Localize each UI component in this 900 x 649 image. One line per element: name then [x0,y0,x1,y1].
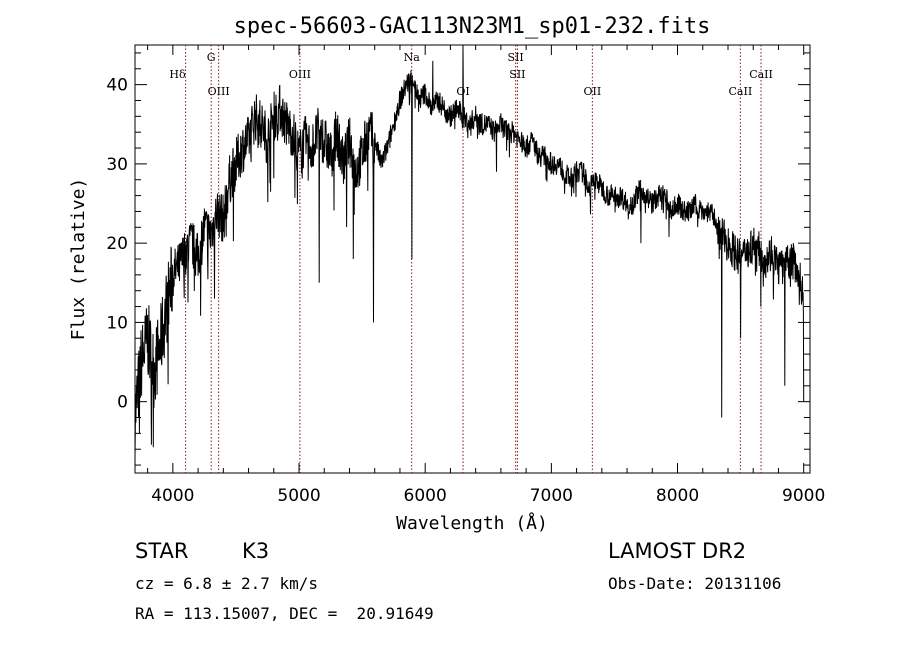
emission-lines [185,45,762,473]
spectral-line-label: CaII [729,85,753,98]
y-tick-label: 20 [106,234,128,254]
y-tick-label: 0 [117,393,128,413]
ra-dec: RA = 113.15007, DEC = 20.91649 [135,604,434,623]
object-subclass: K3 [242,539,270,563]
x-tick-label: 7000 [530,486,573,506]
spectral-line-label: OII [584,85,602,98]
spectral-line-label: CaII [749,68,773,81]
object-class: STAR [135,539,189,563]
y-axis-label: Flux (relative) [68,178,89,341]
y-tick-label: 30 [106,155,128,175]
spectrum-series [134,44,805,458]
axis-ticks [135,45,810,473]
x-tick-label: 4000 [151,486,194,506]
spectral-line-label: Hδ [169,68,186,81]
spectrum-line [134,44,805,458]
observation-date: Obs-Date: 20131106 [608,574,782,593]
survey-name: LAMOST DR2 [608,539,747,563]
spectral-line-label: SII [508,51,524,64]
spectral-line-label: Na [404,51,421,64]
tick-labels: 4000 5000 6000 7000 8000 9000 0 10 20 30 40 [106,76,825,506]
x-tick-label: 8000 [656,486,699,506]
chart-title: spec-56603-GAC113N23M1_sp01-232.fits [234,14,711,39]
spectral-line-label: OIII [208,85,230,98]
plot-frame [134,44,811,474]
redshift-cz: cz = 6.8 ± 2.7 km/s [135,574,319,593]
x-tick-label: 6000 [404,486,447,506]
y-tick-label: 40 [106,76,128,96]
y-tick-label: 10 [106,313,128,333]
spectral-line-label: OIII [289,68,311,81]
x-axis-label: Wavelength (Å) [396,512,548,534]
spectral-line-label: G [207,51,216,64]
x-tick-label: 9000 [782,486,825,506]
x-tick-label: 5000 [277,486,320,506]
spectral-line-label: SII [509,68,525,81]
